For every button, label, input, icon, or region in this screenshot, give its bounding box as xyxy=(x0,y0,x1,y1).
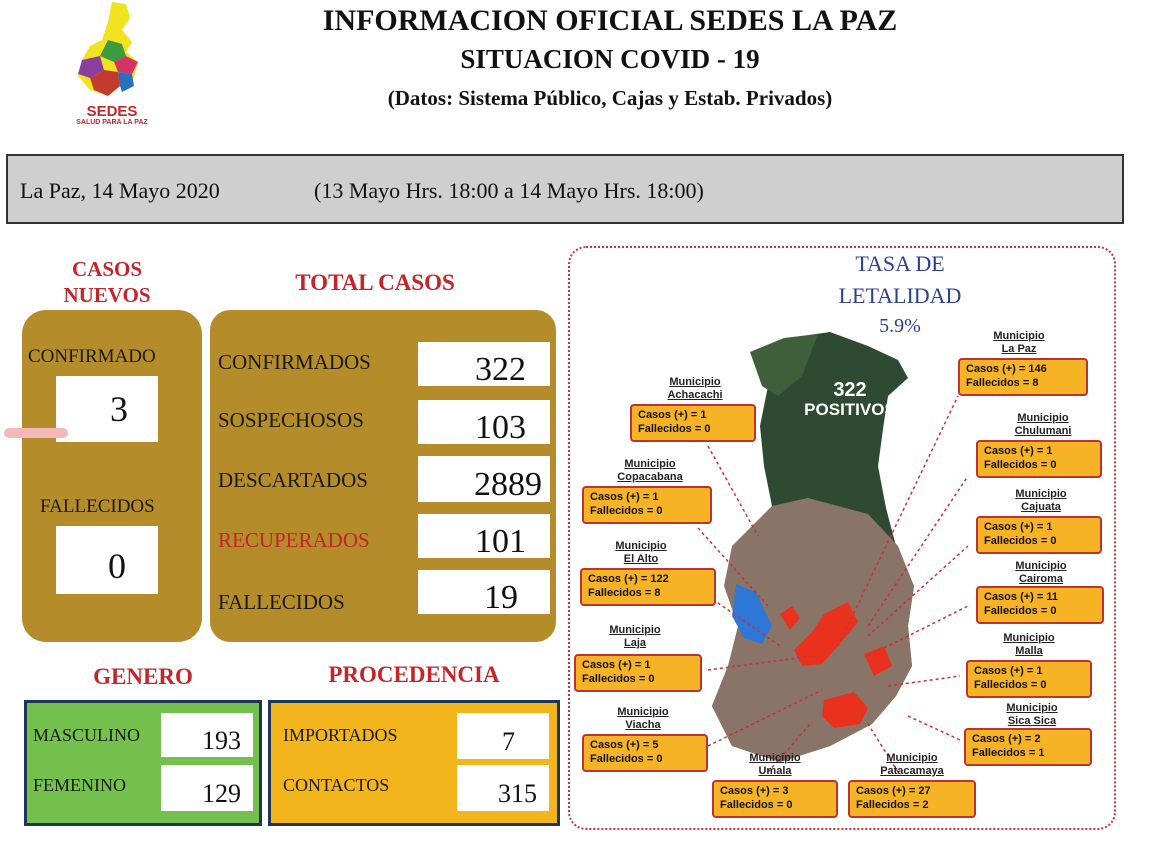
map-hotspot-el-alto xyxy=(794,602,858,666)
importados-label: IMPORTADOS xyxy=(283,725,398,745)
department-map xyxy=(697,332,969,773)
muni-box-cajuata: Casos (+) = 1 Fallecidos = 0 xyxy=(976,516,1102,554)
positivos-text: POSITIVOS xyxy=(804,400,896,419)
fallecidos-nuevos-value: 0 xyxy=(56,526,158,594)
tasa-line1: TASA DE xyxy=(855,251,945,276)
confirmados-label: CONFIRMADOS xyxy=(218,350,371,374)
map-south-region xyxy=(712,498,914,762)
descartados-label: DESCARTADOS xyxy=(218,468,368,492)
report-range: (13 Mayo Hrs. 18:00 a 14 Mayo Hrs. 18:00… xyxy=(314,178,704,203)
muni-label-umala: Municipio Umala xyxy=(749,752,801,777)
casos-nuevos-title-line2: NUEVOS xyxy=(63,283,151,307)
muni-label-viacha: Municipio Viacha xyxy=(617,706,669,731)
logo-slogan: SALUD PARA LA PAZ xyxy=(76,119,148,126)
genero-panel: MASCULINO 193 FEMENINO 129 xyxy=(24,700,262,826)
positivos-value: 322 xyxy=(833,379,867,401)
confirmados-value: 322 xyxy=(418,342,550,388)
decorative-mark xyxy=(4,428,68,438)
total-casos-panel: CONFIRMADOS 322 SOSPECHOSOS 103 DESCARTA… xyxy=(210,310,556,642)
logo-text: SEDES SALUD PARA LA PAZ xyxy=(62,104,162,126)
casos-nuevos-title-line1: CASOS xyxy=(71,257,143,281)
date-bar: La Paz, 14 Mayo 2020 (13 Mayo Hrs. 18:00… xyxy=(6,154,1124,224)
confirmado-value: 3 xyxy=(56,376,158,442)
confirmado-label: CONFIRMADO xyxy=(28,346,156,367)
total-casos-title: TOTAL CASOS xyxy=(295,270,455,295)
page-subtitle: SITUACION COVID - 19 xyxy=(460,44,760,74)
femenino-value: 129 xyxy=(161,765,253,811)
leader-lines xyxy=(697,395,969,773)
muni-label-cairoma: Municipio Cairoma xyxy=(1015,560,1067,585)
sedes-logo xyxy=(78,2,138,96)
muni-box-el-alto: Casos (+) = 122 Fallecidos = 8 xyxy=(580,568,716,606)
muni-box-sica-sica: Casos (+) = 2 Fallecidos = 1 xyxy=(964,728,1092,766)
muni-label-malla: Municipio Malla xyxy=(1003,632,1055,657)
genero-title: GENERO xyxy=(93,664,193,689)
muni-label-el-alto: Municipio El Alto xyxy=(615,540,667,565)
fallecidos-total-label: FALLECIDOS xyxy=(218,590,345,614)
tasa-value: 5.9% xyxy=(879,315,921,337)
muni-box-achacachi: Casos (+) = 1 Fallecidos = 0 xyxy=(630,404,756,442)
map-hotspot-cairoma xyxy=(864,646,892,676)
procedencia-title: PROCEDENCIA xyxy=(328,662,500,687)
muni-box-laja: Casos (+) = 1 Fallecidos = 0 xyxy=(574,654,702,692)
recuperados-value: 101 xyxy=(418,514,550,560)
muni-label-laja: Municipio Laja xyxy=(609,624,661,649)
muni-label-la-paz: Municipio La Paz xyxy=(993,330,1045,355)
muni-box-copacabana: Casos (+) = 1 Fallecidos = 0 xyxy=(582,486,712,524)
logo-name: SEDES xyxy=(86,103,138,120)
tasa-letalidad: TASA DE LETALIDAD 5.9% xyxy=(810,248,990,340)
femenino-label: FEMENINO xyxy=(33,775,126,795)
masculino-label: MASCULINO xyxy=(33,725,141,745)
contactos-value: 315 xyxy=(457,765,549,811)
muni-box-umala: Casos (+) = 3 Fallecidos = 0 xyxy=(712,780,838,818)
data-source-note: (Datos: Sistema Público, Cajas y Estab. … xyxy=(387,86,833,110)
muni-box-patacamaya: Casos (+) = 27 Fallecidos = 2 xyxy=(848,780,976,818)
lake-titicaca xyxy=(732,584,772,644)
muni-label-sica-sica: Municipio Sica Sica xyxy=(1006,702,1058,727)
muni-label-chulumani: Municipio Chulumani xyxy=(1014,412,1072,437)
descartados-value: 2889 xyxy=(418,456,550,503)
fallecidos-nuevos-label: FALLECIDOS xyxy=(40,496,155,517)
report-date: La Paz, 14 Mayo 2020 xyxy=(20,178,220,203)
muni-label-achacachi: Municipio Achacachi xyxy=(667,376,723,401)
muni-box-cairoma: Casos (+) = 11 Fallecidos = 0 xyxy=(976,586,1104,624)
importados-value: 7 xyxy=(457,713,549,759)
muni-label-patacamaya: Municipio Patacamaya xyxy=(880,752,944,777)
map-hotspot-patacamaya xyxy=(822,692,868,728)
muni-label-copacabana: Municipio Copacabana xyxy=(617,458,683,483)
sospechosos-label: SOSPECHOSOS xyxy=(218,408,364,432)
muni-label-cajuata: Municipio Cajuata xyxy=(1015,488,1067,513)
sospechosos-value: 103 xyxy=(418,400,550,446)
muni-box-chulumani: Casos (+) = 1 Fallecidos = 0 xyxy=(976,440,1102,478)
casos-nuevos-title: CASOS NUEVOS xyxy=(22,256,192,308)
muni-box-viacha: Casos (+) = 5 Fallecidos = 0 xyxy=(582,734,708,772)
tasa-line2: LETALIDAD xyxy=(838,283,962,308)
page-title: INFORMACION OFICIAL SEDES LA PAZ xyxy=(322,4,898,37)
map-hotspot-la-paz xyxy=(780,606,800,630)
masculino-value: 193 xyxy=(161,713,253,757)
fallecidos-total-value: 19 xyxy=(418,570,550,616)
positivos-label: 322 POSITIVOS xyxy=(790,380,910,420)
map-panel xyxy=(568,246,1116,830)
muni-box-la-paz: Casos (+) = 146 Fallecidos = 8 xyxy=(958,358,1088,396)
casos-nuevos-panel: CONFIRMADO 3 FALLECIDOS 0 xyxy=(22,310,202,642)
procedencia-panel: IMPORTADOS 7 CONTACTOS 315 xyxy=(268,700,560,826)
recuperados-label: RECUPERADOS xyxy=(218,528,370,552)
map-ridge xyxy=(750,334,818,396)
contactos-label: CONTACTOS xyxy=(283,775,390,795)
muni-box-malla: Casos (+) = 1 Fallecidos = 0 xyxy=(966,660,1092,698)
